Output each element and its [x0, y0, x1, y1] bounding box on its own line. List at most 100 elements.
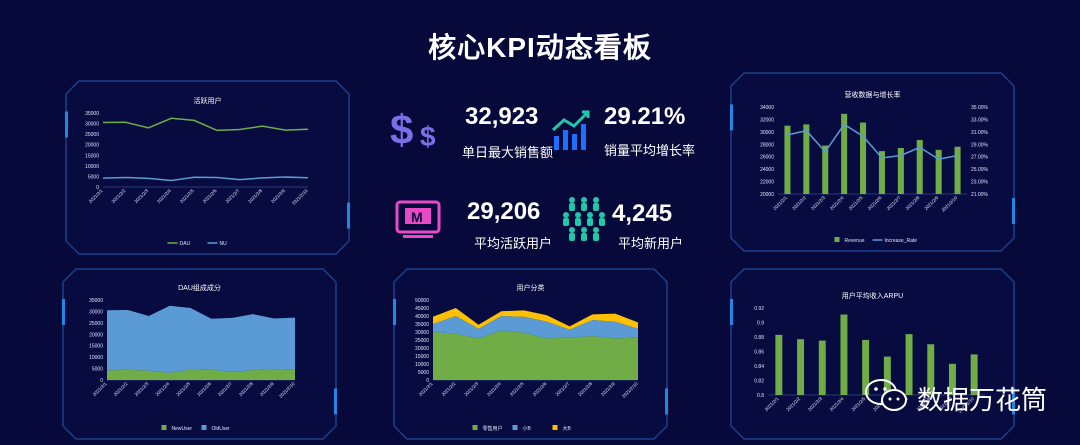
y-tick-label: 35000	[89, 298, 103, 304]
y-tick-label: 35000	[415, 322, 429, 328]
chart-title: 活跃用户	[194, 96, 222, 105]
legend-label: Increase_Rate	[885, 238, 918, 244]
bar	[822, 145, 829, 194]
panel-accent-left	[730, 298, 733, 325]
legend-label: Revenue	[845, 238, 865, 244]
line-dau	[102, 117, 309, 132]
y-tick-label: 10000	[85, 164, 99, 170]
panel-border	[65, 80, 350, 255]
y-tick-label: 25000	[89, 321, 103, 327]
legend-label: DAU	[180, 241, 191, 247]
kpi-max-sales-value: 32,923	[465, 103, 539, 130]
kpi-avg-active-value: 29,206	[467, 198, 541, 225]
panel-border	[730, 72, 1015, 252]
kpi-avg-new-label: 平均新用户	[618, 236, 684, 251]
panel-accent-left	[393, 298, 396, 325]
legend-swatch	[161, 425, 167, 430]
growth-chart-icon	[550, 108, 594, 157]
legend-swatch	[512, 425, 518, 430]
wechat-icon	[865, 378, 909, 419]
user-category-panel: 用户分类 0 5000 10000 15000 20000 25000 30000 35000 4…	[393, 268, 668, 440]
y-tick-label: 15000	[85, 153, 99, 159]
bar	[970, 354, 978, 395]
y2-tick-label: 21.00%	[971, 192, 989, 198]
panel-accent-right	[1012, 388, 1015, 415]
panel-accent-left	[65, 111, 68, 138]
chart-title: DAU组成成分	[178, 283, 221, 292]
bar	[862, 339, 870, 395]
dau-composition-panel: DAU组成成分 0 5000 10000 15000 20000 25000 30000 350…	[62, 268, 337, 440]
legend-swatch	[472, 425, 478, 430]
bar	[840, 314, 848, 395]
area-小b	[433, 316, 638, 339]
panel-accent-left	[730, 104, 733, 131]
y-tick-label: 40000	[415, 314, 429, 320]
bar	[803, 124, 810, 194]
area-零售用户	[433, 330, 638, 380]
bar	[935, 149, 942, 194]
y-tick-label: 0.82	[754, 379, 764, 385]
legend-label: NU	[220, 241, 228, 247]
panel-accent-right	[1012, 198, 1015, 224]
y2-tick-label: 29.00%	[971, 142, 989, 148]
panel-accent-right	[334, 388, 337, 415]
watermark-text: 数据万花筒	[917, 385, 1048, 415]
y-tick-label: 15000	[415, 354, 429, 360]
bar	[797, 339, 805, 395]
bar	[775, 334, 783, 395]
y-tick-label: 15000	[89, 344, 103, 350]
bar	[905, 334, 913, 395]
y-tick-label: 0.8	[757, 393, 764, 399]
y2-tick-label: 35.00%	[971, 105, 989, 111]
y-tick-label: 0.86	[754, 350, 764, 356]
bar	[860, 122, 867, 194]
y-tick-label: 30000	[89, 309, 103, 315]
y-tick-label: 10000	[415, 362, 429, 368]
y-tick-label: 26000	[760, 155, 774, 161]
panel-frame: 用户平均收入ARPU0.80.820.840.860.880.90.922021…	[730, 268, 1015, 440]
bar	[948, 363, 956, 395]
y-tick-label: 0.84	[754, 364, 764, 370]
chart-title: 用户平均收入ARPU	[842, 291, 903, 300]
legend-label: 小B	[523, 425, 532, 432]
legend-label: 大B	[563, 425, 572, 432]
y-tick-label: 0.9	[757, 321, 764, 327]
y-tick-label: 35000	[85, 111, 99, 117]
y2-tick-label: 25.00%	[971, 167, 989, 173]
panel-accent-right	[665, 388, 668, 415]
y-tick-label: 0.92	[754, 306, 764, 312]
y-tick-label: 30000	[760, 130, 774, 136]
y-tick-label: 5000	[88, 174, 99, 180]
area-newuser	[107, 369, 295, 380]
y2-tick-label: 33.00%	[971, 117, 989, 123]
y-tick-label: 0	[96, 185, 99, 191]
legend-label: OldUser	[212, 426, 231, 432]
bar	[841, 113, 848, 194]
panel-frame: DAU组成成分 0 5000 10000 15000 20000 25000 30000 350…	[62, 268, 337, 440]
y-tick-label: 45000	[415, 306, 429, 312]
y-tick-label: 25000	[415, 338, 429, 344]
bar	[954, 146, 961, 194]
kpi-max-sales-label: 单日最大销售额	[462, 145, 554, 160]
bar	[878, 151, 885, 194]
y-tick-label: 24000	[760, 167, 774, 173]
y-tick-label: 30000	[85, 122, 99, 128]
arpu-panel: 用户平均收入ARPU 0.8 0.82 0.84 0.86 0.88 0.9 0.92 2021…	[730, 268, 1015, 440]
panel-frame: 用户分类 0 5000 10000 15000 20000 25000 30000 35000 4…	[393, 268, 668, 440]
revenue-growth-panel: 营收数据与增长率 20000 22000 24000 26000 28000 30000 32…	[730, 72, 1015, 252]
page-title: 核心KPI动态看板	[428, 32, 652, 63]
people-group-icon	[560, 195, 608, 246]
legend-swatch	[201, 425, 207, 430]
y-tick-label: 32000	[760, 117, 774, 123]
panel-accent-left	[62, 298, 65, 325]
area-大b	[433, 308, 638, 330]
y-tick-label: 20000	[415, 346, 429, 352]
bar	[897, 148, 904, 194]
chart-title: 用户分类	[517, 283, 545, 292]
panel-accent-right	[347, 202, 350, 229]
kpi-growth-rate-label: 销量平均增长率	[604, 143, 696, 158]
monitor-icon: M	[395, 200, 441, 245]
panel-frame: 活跃用户050001000015000200002500030000350002…	[65, 80, 350, 255]
svg-text:M: M	[411, 209, 423, 225]
y-tick-label: 5000	[92, 367, 103, 373]
